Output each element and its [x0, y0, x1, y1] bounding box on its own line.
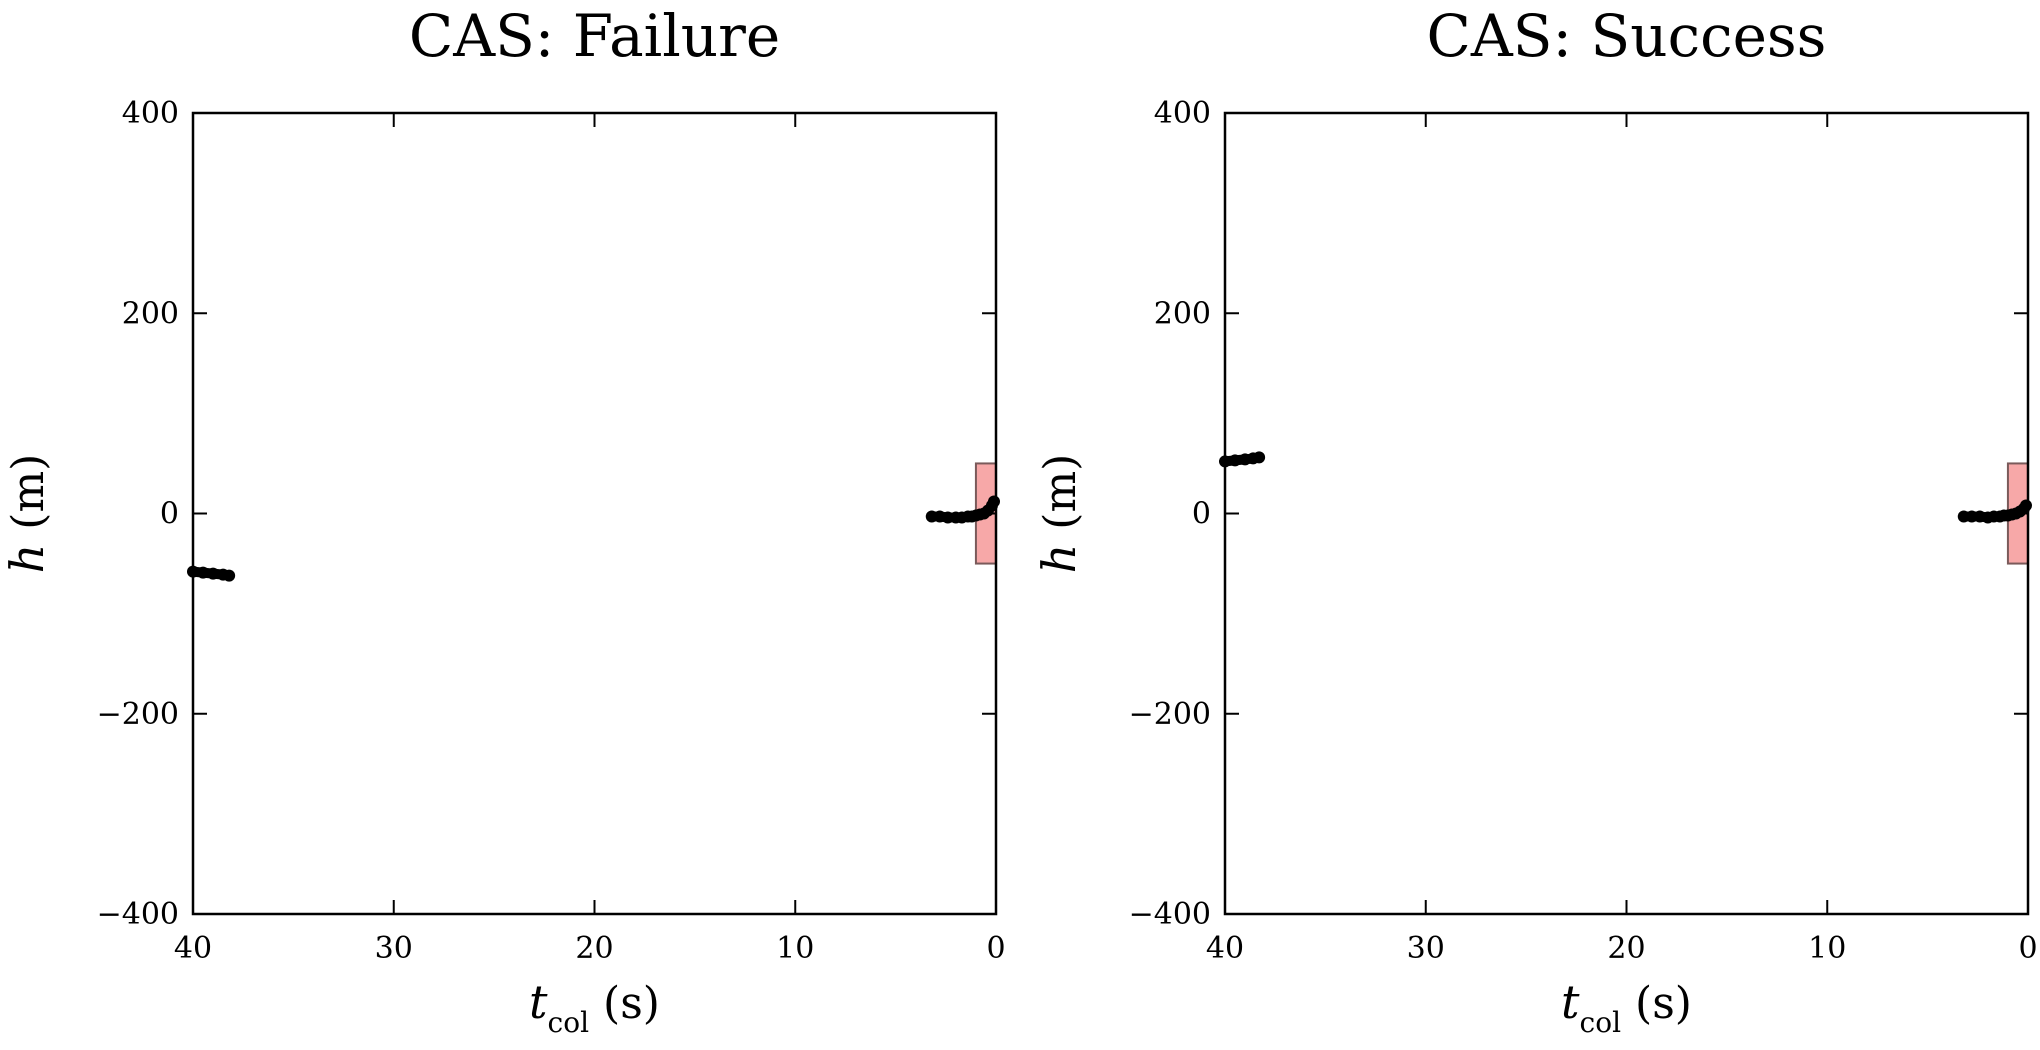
- x-axis-subscript: col: [548, 1006, 590, 1039]
- x-tick-label: 20: [575, 931, 613, 966]
- y-axis-unit: (m): [1035, 454, 1086, 530]
- series-1-point-5: [223, 569, 236, 582]
- y-tick-label: 200: [122, 296, 179, 331]
- y-axis-label: h (m): [0, 454, 54, 574]
- y-axis-symbol: h: [1032, 544, 1086, 574]
- y-tick-label: 0: [160, 497, 179, 532]
- y-tick-label: −400: [1129, 897, 1211, 932]
- x-tick-label: 30: [375, 931, 413, 966]
- series-2-point-13: [987, 495, 1000, 508]
- x-tick-label: 0: [986, 931, 1005, 966]
- x-tick-label: 40: [1206, 931, 1244, 966]
- y-tick-label: 400: [1154, 96, 1211, 131]
- y-tick-label: −200: [97, 697, 179, 732]
- chart-title: CAS: Success: [1427, 2, 1827, 70]
- x-tick-label: 30: [1407, 931, 1445, 966]
- x-axis-unit: (s): [603, 978, 660, 1029]
- y-axis-label: h (m): [1032, 454, 1086, 574]
- x-axis-subscript: col: [1580, 1006, 1622, 1039]
- plot-frame: [191, 111, 998, 916]
- chart-panel-1: CAS: Failure 40 30 20 10 0 400 200 0 −200 −400 tcol…: [0, 2, 1006, 1039]
- series-1-point-2: [1229, 454, 1242, 467]
- x-tick-label: 40: [174, 931, 212, 966]
- y-tick-label: 200: [1154, 296, 1211, 331]
- series-2-point-13: [2019, 499, 2032, 512]
- y-tick-label: −200: [1129, 697, 1211, 732]
- x-tick-label: 20: [1607, 931, 1645, 966]
- x-axis-label: tcol (s): [529, 975, 660, 1039]
- y-tick-label: −400: [97, 897, 179, 932]
- series-1-point-5: [1253, 451, 1266, 464]
- y-tick-label: 400: [122, 96, 179, 131]
- series-1-point-2: [197, 566, 210, 579]
- chart-title: CAS: Failure: [409, 2, 780, 70]
- x-axis-symbol: t: [1561, 975, 1580, 1029]
- y-axis-symbol: h: [0, 544, 54, 574]
- series-1-point-3: [207, 567, 220, 580]
- x-tick-label: 10: [1808, 931, 1846, 966]
- x-tick-label: 10: [776, 931, 814, 966]
- x-axis-label: tcol (s): [1561, 975, 1692, 1039]
- y-axis-unit: (m): [3, 454, 54, 530]
- x-tick-label: 0: [2018, 931, 2037, 966]
- plot-frame: [1223, 111, 2030, 916]
- x-axis-symbol: t: [529, 975, 548, 1029]
- chart-panel-2: CAS: Success 40 30 20 10 0 400 200 0 −200 −400 tcol…: [1032, 2, 2038, 1039]
- x-axis-unit: (s): [1635, 978, 1692, 1029]
- y-tick-label: 0: [1192, 497, 1211, 532]
